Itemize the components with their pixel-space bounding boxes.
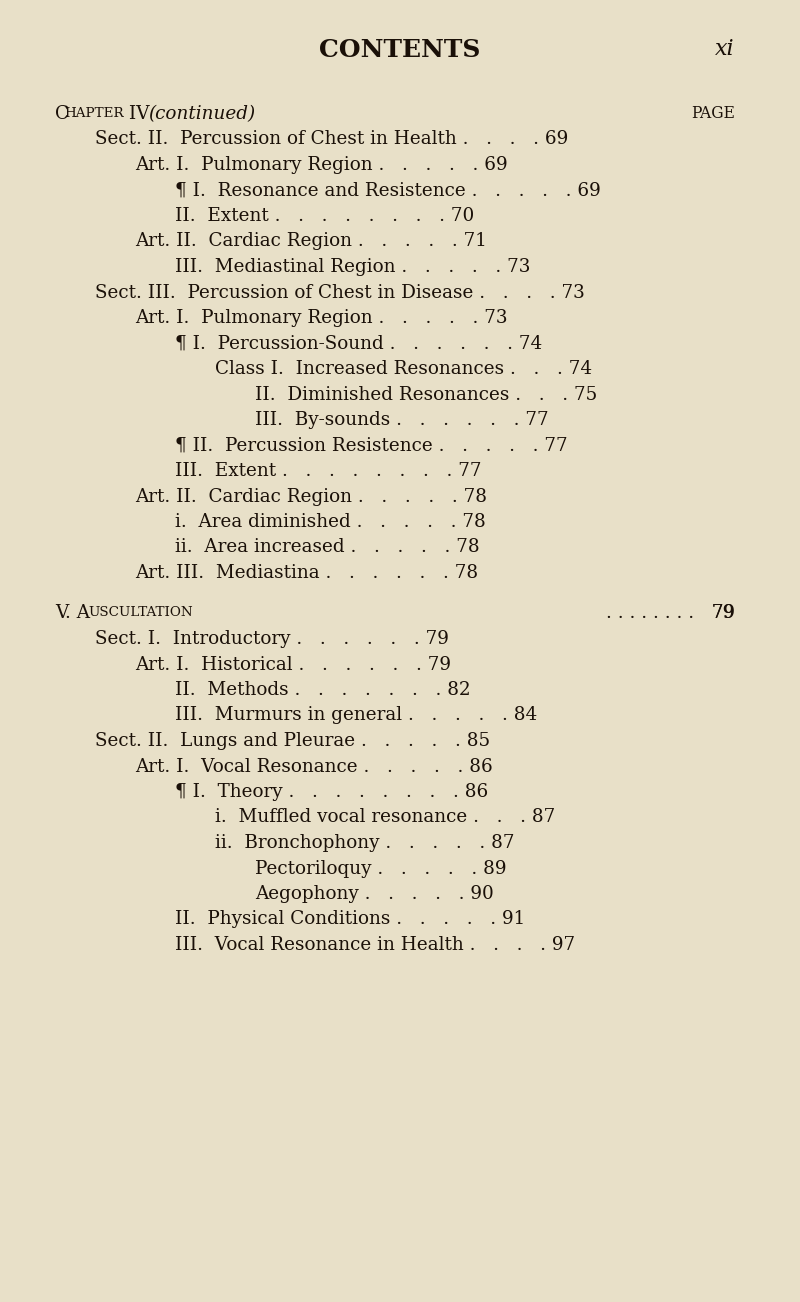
Text: ¶ II.  Percussion Resistence .   .   .   .   . 77: ¶ II. Percussion Resistence . . . . . 77	[175, 436, 568, 454]
Text: (continued): (continued)	[148, 105, 255, 122]
Text: II.  Diminished Resonances .   .   . 75: II. Diminished Resonances . . . 75	[255, 385, 598, 404]
Text: Art. III.  Mediastina .   .   .   .   .   . 78: Art. III. Mediastina . . . . . . 78	[135, 564, 478, 582]
Text: III.  Murmurs in general .   .   .   .   . 84: III. Murmurs in general . . . . . 84	[175, 707, 538, 724]
Text: V. A: V. A	[55, 604, 90, 622]
Text: Sect. III.  Percussion of Chest in Disease .   .   .   . 73: Sect. III. Percussion of Chest in Diseas…	[95, 284, 585, 302]
Text: III.  Vocal Resonance in Health .   .   .   . 97: III. Vocal Resonance in Health . . . . 9…	[175, 936, 575, 954]
Text: Aegophony .   .   .   .   . 90: Aegophony . . . . . 90	[255, 885, 494, 904]
Text: II.  Extent .   .   .   .   .   .   .   . 70: II. Extent . . . . . . . . 70	[175, 207, 474, 225]
Text: ¶ I.  Percussion-Sound .   .   .   .   .   . 74: ¶ I. Percussion-Sound . . . . . . 74	[175, 335, 542, 353]
Text: Class I.  Increased Resonances .   .   . 74: Class I. Increased Resonances . . . 74	[215, 359, 592, 378]
Text: II.  Physical Conditions .   .   .   .   . 91: II. Physical Conditions . . . . . 91	[175, 910, 526, 928]
Text: Art. I.  Pulmonary Region .   .   .   .   . 69: Art. I. Pulmonary Region . . . . . 69	[135, 156, 508, 174]
Text: Art. I.  Historical .   .   .   .   .   . 79: Art. I. Historical . . . . . . 79	[135, 655, 451, 673]
Text: ii.  Bronchophony .   .   .   .   . 87: ii. Bronchophony . . . . . 87	[215, 835, 514, 852]
Text: ¶ I.  Resonance and Resistence .   .   .   .   . 69: ¶ I. Resonance and Resistence . . . . . …	[175, 181, 601, 199]
Text: . . . . . . . .   79: . . . . . . . . 79	[606, 604, 735, 622]
Text: IV: IV	[123, 105, 155, 122]
Text: III.  Mediastinal Region .   .   .   .   . 73: III. Mediastinal Region . . . . . 73	[175, 258, 530, 276]
Text: III.  Extent .   .   .   .   .   .   .   . 77: III. Extent . . . . . . . . 77	[175, 462, 482, 480]
Text: i.  Area diminished .   .   .   .   . 78: i. Area diminished . . . . . 78	[175, 513, 486, 531]
Text: 79: 79	[712, 604, 735, 622]
Text: HAPTER: HAPTER	[64, 107, 124, 120]
Text: Sect. I.  Introductory .   .   .   .   .   . 79: Sect. I. Introductory . . . . . . 79	[95, 630, 449, 648]
Text: PAGE: PAGE	[691, 105, 735, 122]
Text: Sect. II.  Percussion of Chest in Health .   .   .   . 69: Sect. II. Percussion of Chest in Health …	[95, 130, 568, 148]
Text: Sect. II.  Lungs and Pleurae .   .   .   .   . 85: Sect. II. Lungs and Pleurae . . . . . 85	[95, 732, 490, 750]
Text: C: C	[55, 105, 69, 122]
Text: Art. II.  Cardiac Region .   .   .   .   . 78: Art. II. Cardiac Region . . . . . 78	[135, 487, 487, 505]
Text: III.  By-sounds .   .   .   .   .   . 77: III. By-sounds . . . . . . 77	[255, 411, 549, 428]
Text: xi: xi	[715, 38, 735, 60]
Text: Art. II.  Cardiac Region .   .   .   .   . 71: Art. II. Cardiac Region . . . . . 71	[135, 233, 487, 250]
Text: ii.  Area increased .   .   .   .   . 78: ii. Area increased . . . . . 78	[175, 539, 480, 556]
Text: ¶ I.  Theory .   .   .   .   .   .   .   . 86: ¶ I. Theory . . . . . . . . 86	[175, 783, 488, 801]
Text: Pectoriloquy .   .   .   .   . 89: Pectoriloquy . . . . . 89	[255, 859, 506, 878]
Text: Art. I.  Vocal Resonance .   .   .   .   . 86: Art. I. Vocal Resonance . . . . . 86	[135, 758, 493, 776]
Text: CONTENTS: CONTENTS	[319, 38, 481, 62]
Text: Art. I.  Pulmonary Region .   .   .   .   . 73: Art. I. Pulmonary Region . . . . . 73	[135, 309, 507, 327]
Text: i.  Muffled vocal resonance .   .   . 87: i. Muffled vocal resonance . . . 87	[215, 809, 555, 827]
Text: II.  Methods .   .   .   .   .   .   . 82: II. Methods . . . . . . . 82	[175, 681, 470, 699]
Text: USCULTATION: USCULTATION	[88, 607, 193, 620]
